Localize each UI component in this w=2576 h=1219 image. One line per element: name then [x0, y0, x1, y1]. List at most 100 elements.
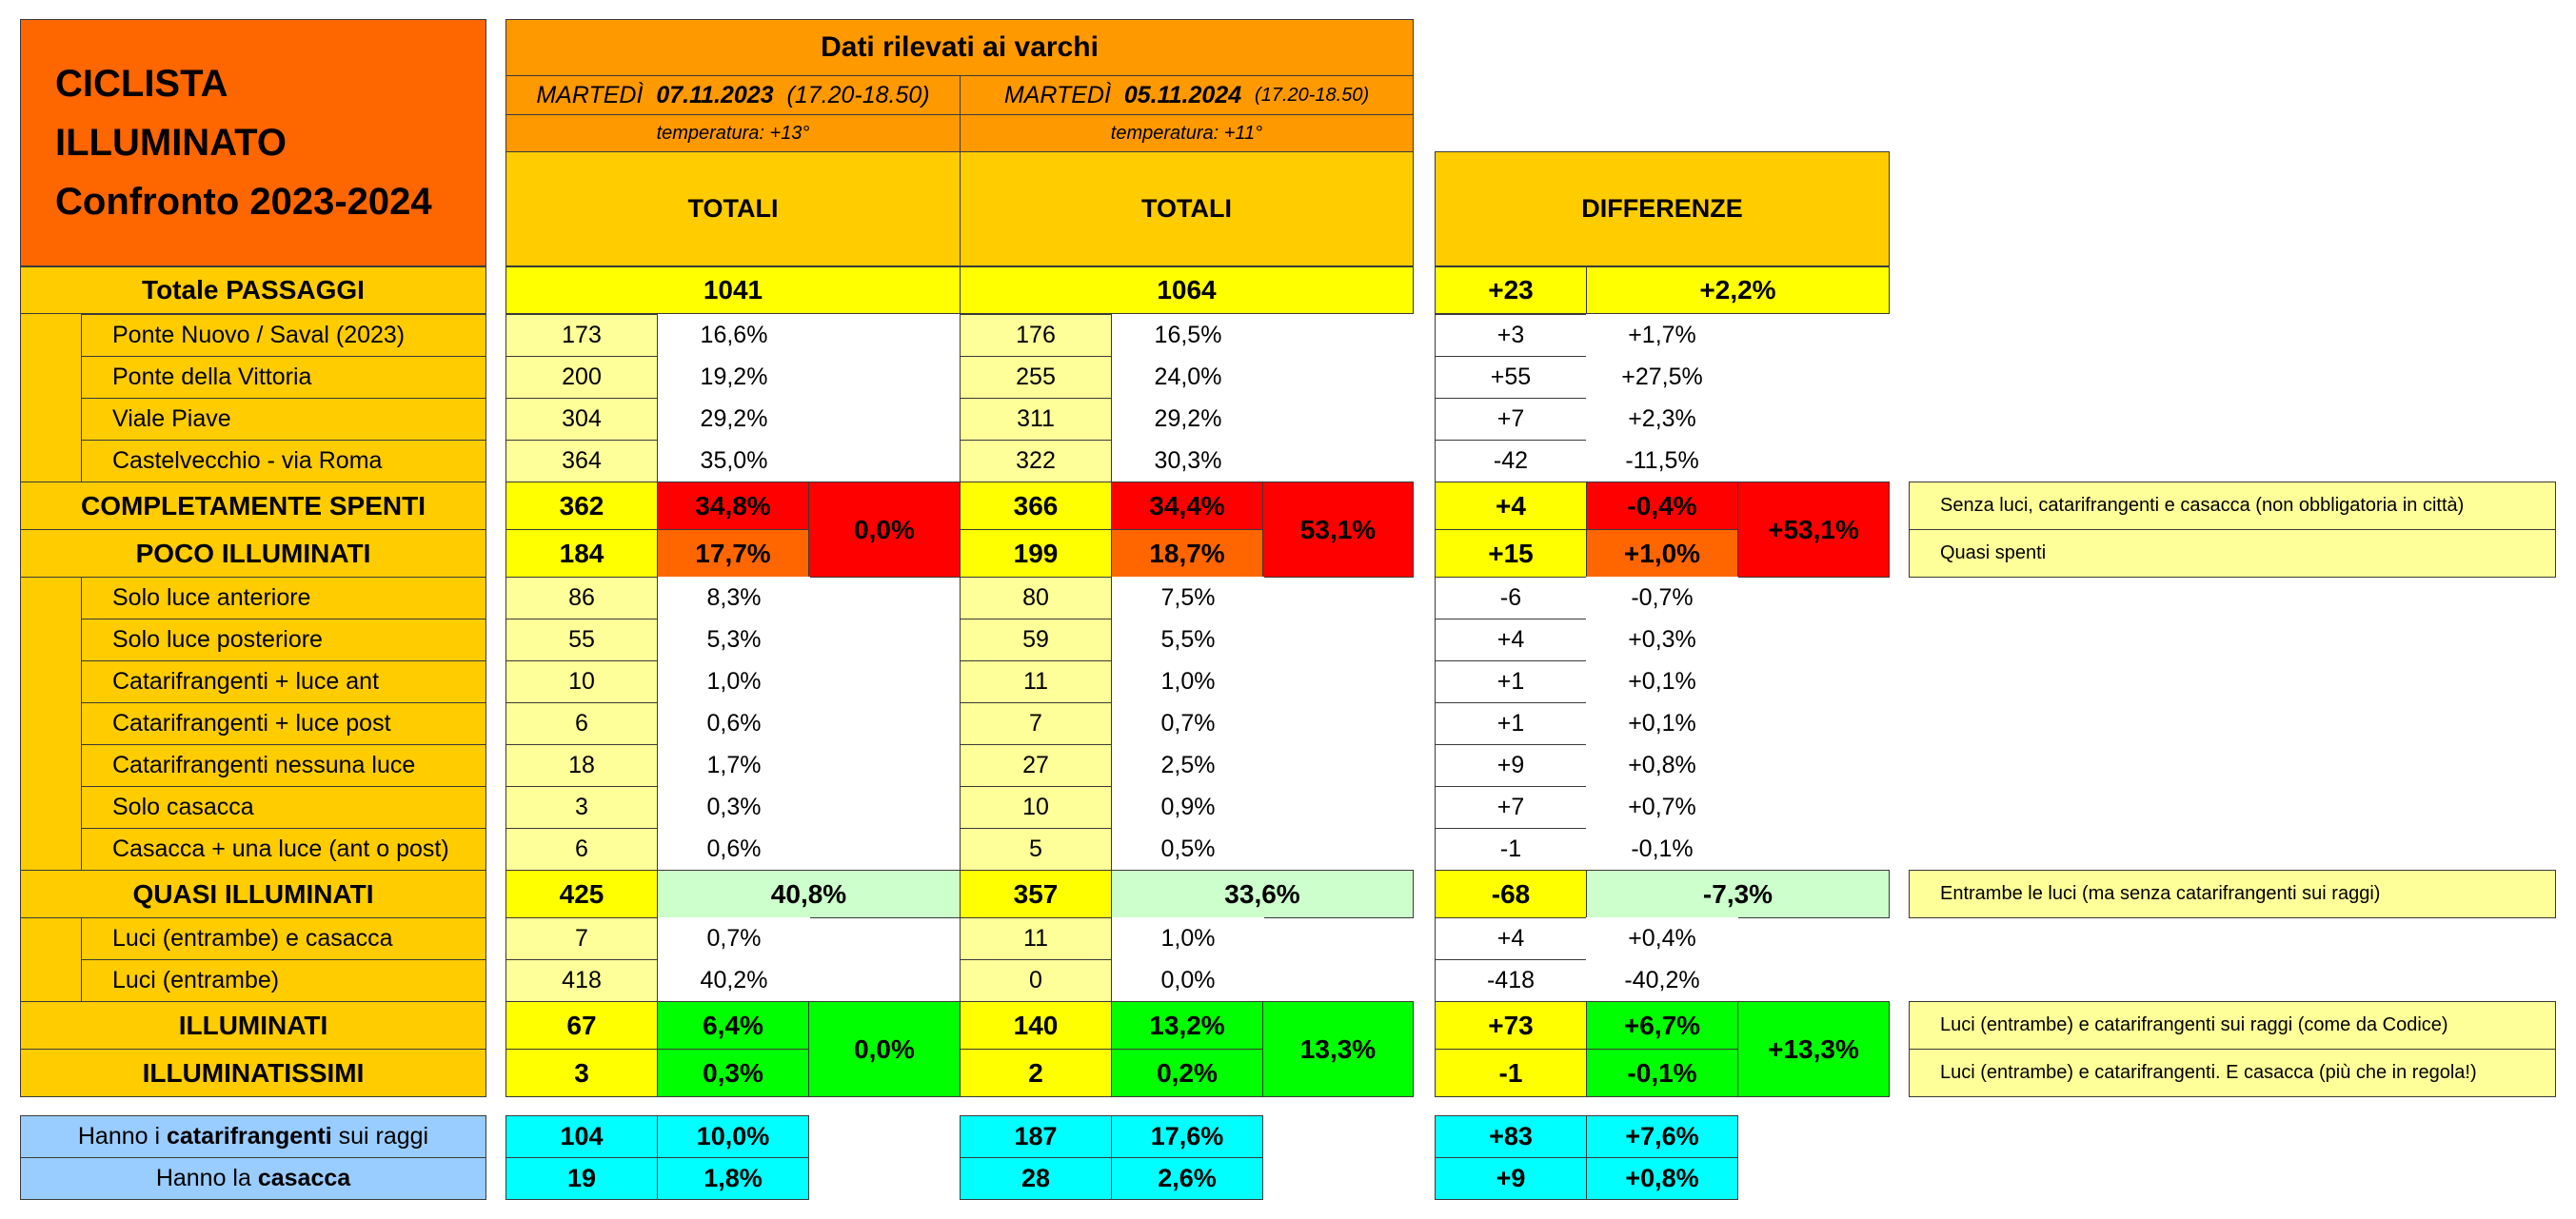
- spenti-count-2023: 362: [505, 482, 658, 530]
- sub-count-2024: 80: [960, 577, 1112, 619]
- spenti-diff-percent: -0,4%: [1586, 482, 1738, 530]
- sub-diff-count: +7: [1435, 786, 1587, 829]
- sub-diff-count: +4: [1435, 917, 1587, 960]
- sub-label: Luci (entrambe): [81, 959, 486, 1002]
- illuminatissimi-percent-2024: 0,2%: [1111, 1049, 1263, 1097]
- poco-percent-2024: 18,7%: [1111, 529, 1263, 578]
- sub-count-2023: 55: [505, 619, 658, 661]
- sub-diff-percent: +0,1%: [1586, 702, 1738, 745]
- varco-percent-2023: 16,6%: [658, 314, 810, 357]
- casacca-diff-percent: +0,8%: [1586, 1157, 1738, 1200]
- sub-diff-percent: +0,8%: [1586, 744, 1738, 787]
- sub-count-2024: 7: [960, 702, 1112, 745]
- quasi-label: QUASI ILLUMINATI: [20, 870, 486, 918]
- casacca-percent-2024: 2,6%: [1111, 1157, 1263, 1200]
- sub-label: Solo casacca: [81, 786, 486, 829]
- sub-count-2023: 86: [505, 577, 658, 619]
- sub-diff-percent: +0,1%: [1586, 660, 1738, 703]
- varco-percent-2024: 16,5%: [1112, 314, 1264, 357]
- temperature-2024: temperatura: +11°: [960, 114, 1414, 152]
- sub-percent-2024: 1,0%: [1112, 917, 1264, 960]
- poco-count-2023: 184: [505, 529, 658, 578]
- catarifrangenti-diff-percent: +7,6%: [1586, 1115, 1738, 1158]
- spenti-note: Senza luci, catarifrangenti e casacca (n…: [1909, 482, 2556, 530]
- illuminati-count-2023: 67: [505, 1001, 658, 1050]
- date-header-2023: MARTEDÌ 07.11.2023 (17.20-18.50): [505, 75, 961, 115]
- poco-note: Quasi spenti: [1909, 529, 2556, 578]
- sub-count-2023: 6: [505, 702, 658, 745]
- varco-diff-count: +7: [1435, 398, 1587, 441]
- quasi-diff-percent: -7,3%: [1586, 870, 1890, 918]
- quasi-percent-2023: 40,8%: [657, 870, 961, 918]
- sub-diff-percent: -0,7%: [1586, 577, 1738, 619]
- varco-percent-2023: 35,0%: [658, 440, 810, 482]
- varco-percent-2024: 24,0%: [1112, 356, 1264, 399]
- casacca-label-pre: Hanno la: [155, 1165, 258, 1191]
- sub-label: Catarifrangenti + luce ant: [81, 660, 486, 703]
- spenti-diff-count: +4: [1435, 482, 1587, 530]
- illuminatissimi-label: ILLUMINATISSIMI: [20, 1049, 486, 1097]
- poco-percent-2023: 17,7%: [657, 529, 809, 578]
- spenti-percent-2023: 34,8%: [657, 482, 809, 530]
- catarifrangenti-percent-2024: 17,6%: [1111, 1115, 1263, 1158]
- varco-diff-count: -42: [1435, 440, 1587, 482]
- totali-header-2023: TOTALI: [505, 151, 961, 266]
- illuminati-sum-2023: 0,0%: [808, 1001, 961, 1097]
- sub-percent-2023: 0,6%: [658, 702, 810, 745]
- differenze-header: DIFFERENZE: [1435, 151, 1890, 266]
- report-title: CICLISTA ILLUMINATO Confronto 2023-2024: [20, 19, 486, 266]
- catarifrangenti-count-2024: 187: [960, 1115, 1112, 1158]
- varco-diff-count: +55: [1435, 356, 1587, 399]
- date-2024-time: (17.20-18.50): [1255, 84, 1370, 106]
- illuminati-label: ILLUMINATI: [20, 1001, 486, 1050]
- date-2023-day: MARTEDÌ: [536, 81, 644, 108]
- quasi-percent-2024: 33,6%: [1111, 870, 1414, 918]
- title-line-3: Confronto 2023-2024: [55, 181, 432, 223]
- spenti-poco-sum-2023: 0,0%: [808, 482, 961, 578]
- spenti-percent-2024: 34,4%: [1111, 482, 1263, 530]
- sub-percent-2024: 5,5%: [1112, 619, 1264, 661]
- totale-passaggi-label: Totale PASSAGGI: [20, 266, 486, 314]
- sub-percent-2023: 1,0%: [658, 660, 810, 703]
- sub-count-2023: 6: [505, 828, 658, 871]
- varco-diff-percent: -11,5%: [1586, 440, 1738, 482]
- varco-diff-percent: +27,5%: [1586, 356, 1738, 399]
- sub-percent-2024: 0,9%: [1112, 786, 1264, 829]
- poco-diff-count: +15: [1435, 529, 1587, 578]
- temperature-2023: temperatura: +13°: [505, 114, 961, 152]
- sub-percent-2023: 5,3%: [658, 619, 810, 661]
- varco-diff-count: +3: [1435, 314, 1587, 357]
- sub-label: Catarifrangenti + luce post: [81, 702, 486, 745]
- totali-header-2024: TOTALI: [960, 151, 1414, 266]
- casacca-count-2024: 28: [960, 1157, 1112, 1200]
- sub-percent-2023: 8,3%: [658, 577, 810, 619]
- varco-label: Ponte Nuovo / Saval (2023): [81, 314, 486, 357]
- date-header-2024: MARTEDÌ 05.11.2024 (17.20-18.50): [960, 75, 1414, 115]
- quasi-diff-count: -68: [1435, 870, 1587, 918]
- illuminatissimi-diff-percent: -0,1%: [1586, 1049, 1738, 1097]
- sub-count-2023: 18: [505, 744, 658, 787]
- spenti-poco-sum-2024: 53,1%: [1262, 482, 1414, 578]
- totale-diff-percent: +2,2%: [1586, 266, 1890, 314]
- varco-label: Viale Piave: [81, 398, 486, 441]
- date-2024-day: MARTEDÌ: [1003, 81, 1111, 108]
- varco-diff-percent: +2,3%: [1586, 398, 1738, 441]
- sub-count-2023: 3: [505, 786, 658, 829]
- varco-percent-2023: 19,2%: [658, 356, 810, 399]
- spenti-label: COMPLETAMENTE SPENTI: [20, 482, 486, 530]
- illuminatissimi-note: Luci (entrambe) e catarifrangenti. E cas…: [1909, 1049, 2556, 1097]
- poco-diff-percent: +1,0%: [1586, 529, 1738, 578]
- catarifrangenti-diff-count: +83: [1435, 1115, 1587, 1158]
- sub-percent-2023: 1,7%: [658, 744, 810, 787]
- sub-count-2024: 11: [960, 660, 1112, 703]
- sub-diff-percent: +0,7%: [1586, 786, 1738, 829]
- catarifrangenti-label-post: sui raggi: [331, 1123, 429, 1150]
- illuminati-sum-diff: +13,3%: [1737, 1001, 1890, 1097]
- date-2024-date: 05.11.2024: [1123, 81, 1242, 108]
- illuminati-note: Luci (entrambe) e catarifrangenti sui ra…: [1909, 1001, 2556, 1050]
- illuminati-diff-percent: +6,7%: [1586, 1001, 1738, 1050]
- sub-percent-2024: 0,0%: [1112, 959, 1264, 1002]
- sub-diff-count: +4: [1435, 619, 1587, 661]
- quasi-count-2023: 425: [505, 870, 658, 918]
